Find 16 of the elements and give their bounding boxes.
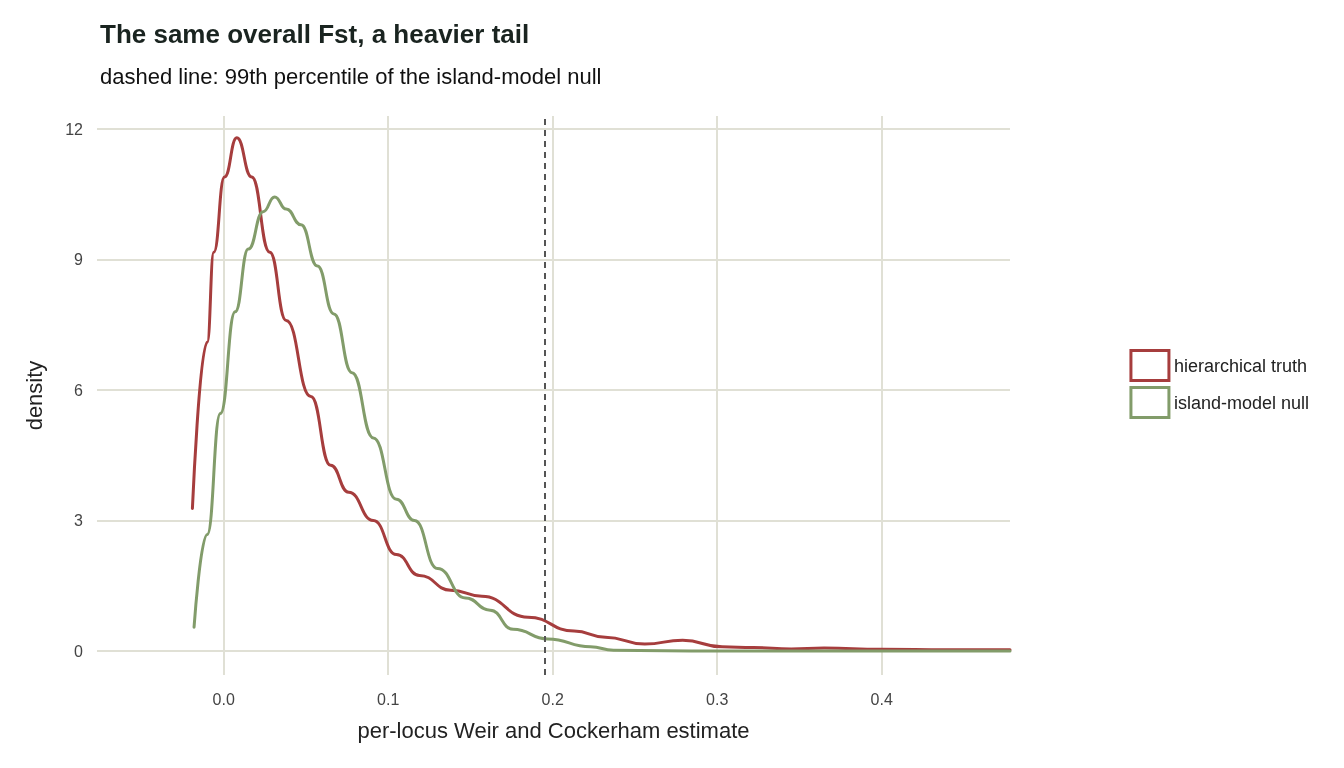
chart-title: The same overall Fst, a heavier tail [100, 19, 530, 49]
legend-label: island-model null [1173, 392, 1310, 413]
y-tick-label: 3 [74, 512, 84, 530]
y-tick-label: 12 [65, 120, 84, 138]
x-tick-label: 0.2 [541, 690, 564, 708]
x-tick-label: 0.3 [706, 690, 729, 708]
x-tick-label: 0.4 [870, 690, 893, 708]
y-tick-label: 6 [74, 381, 84, 399]
chart-subtitle: dashed line: 99th percentile of the island-model null [100, 63, 602, 89]
y-tick-label: 9 [74, 251, 84, 269]
x-axis-title: per-locus Weir and Cockerham estimate [357, 717, 750, 743]
x-tick-label: 0.0 [212, 690, 235, 708]
legend-label: hierarchical truth [1173, 355, 1307, 376]
y-axis-title: density [21, 360, 47, 431]
x-tick-label: 0.1 [377, 690, 400, 708]
y-tick-label: 0 [74, 642, 84, 660]
